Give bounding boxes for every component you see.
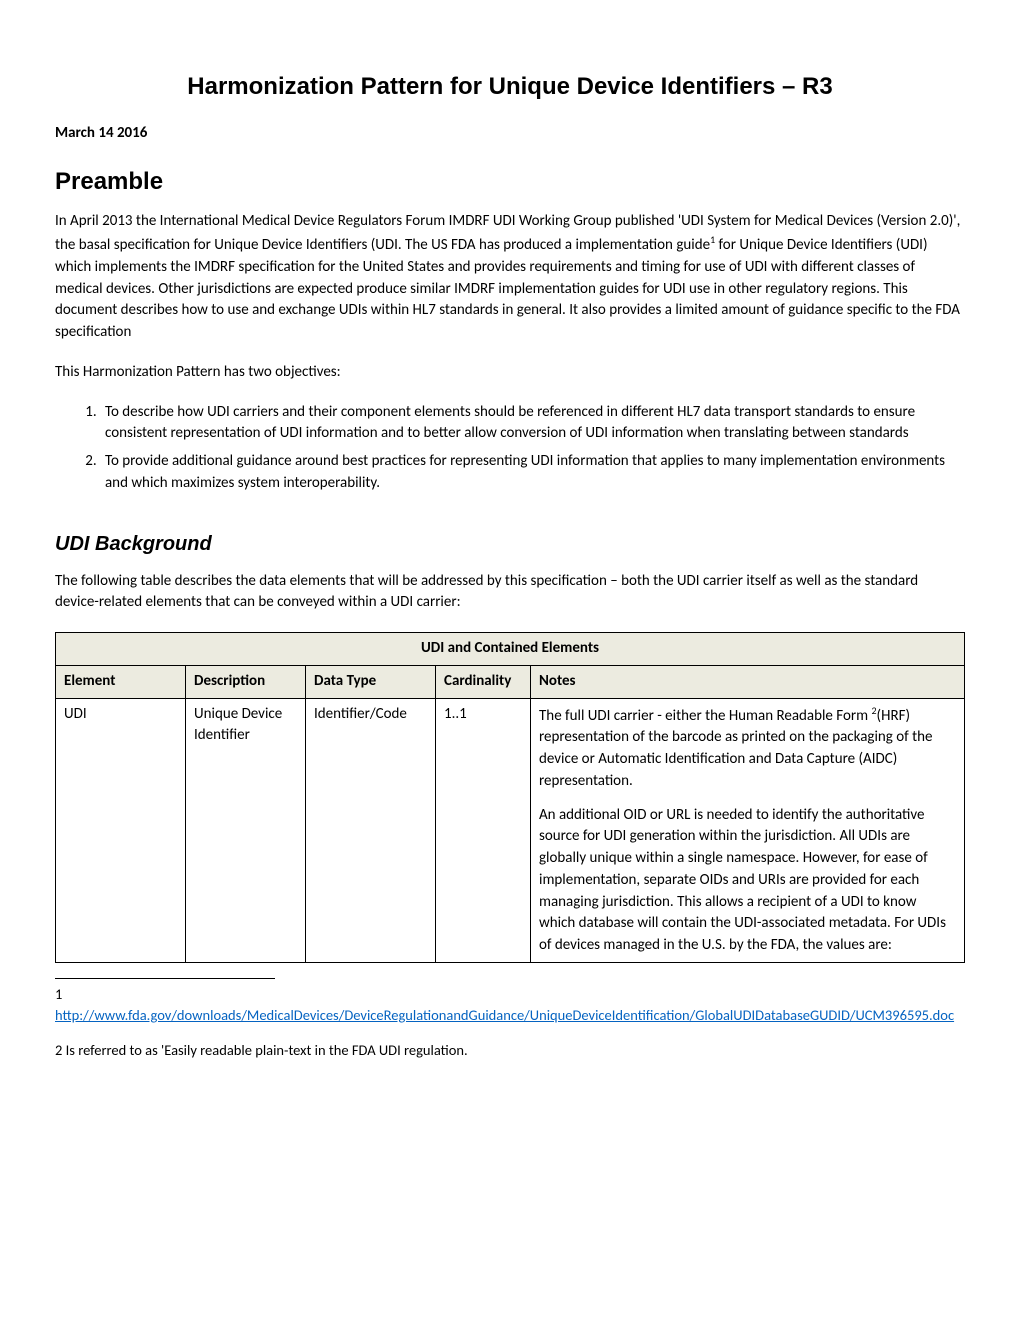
preamble-paragraph-1: In April 2013 the International Medical … xyxy=(55,211,965,344)
table-row: UDI Unique Device Identifier Identifier/… xyxy=(56,698,965,962)
footnotes-divider xyxy=(55,978,275,979)
table-title: UDI and Contained Elements xyxy=(56,633,965,666)
table-header-cardinality: Cardinality xyxy=(436,665,531,698)
table-header-description: Description xyxy=(186,665,306,698)
footnote-1: 1 http://www.fda.gov/downloads/MedicalDe… xyxy=(55,984,965,1026)
table-header-element: Element xyxy=(56,665,186,698)
notes-text-a: The full UDI carrier - either the Human … xyxy=(539,707,871,725)
objective-1: To describe how UDI carriers and their c… xyxy=(100,402,965,446)
footnote-1-link[interactable]: http://www.fda.gov/downloads/MedicalDevi… xyxy=(55,1006,954,1024)
objectives-list: To describe how UDI carriers and their c… xyxy=(100,402,965,495)
cell-description: Unique Device Identifier xyxy=(186,698,306,962)
footnote-1-number: 1 xyxy=(55,985,62,1003)
cell-notes: The full UDI carrier - either the Human … xyxy=(531,698,965,962)
cell-datatype: Identifier/Code xyxy=(306,698,436,962)
background-intro: The following table describes the data e… xyxy=(55,571,965,615)
document-title: Harmonization Pattern for Unique Device … xyxy=(55,70,965,105)
footnote-2: 2 Is referred to as 'Easily readable pla… xyxy=(55,1040,965,1061)
udi-elements-table: UDI and Contained Elements Element Descr… xyxy=(55,632,965,963)
background-heading: UDI Background xyxy=(55,530,965,559)
cell-element: UDI xyxy=(56,698,186,962)
notes-paragraph-2: An additional OID or URL is needed to id… xyxy=(539,805,956,957)
document-date: March 14 2016 xyxy=(55,123,965,145)
cell-cardinality: 1..1 xyxy=(436,698,531,962)
objective-2: To provide additional guidance around be… xyxy=(100,451,965,495)
table-header-notes: Notes xyxy=(531,665,965,698)
table-header-datatype: Data Type xyxy=(306,665,436,698)
preamble-paragraph-2: This Harmonization Pattern has two objec… xyxy=(55,362,965,384)
preamble-heading: Preamble xyxy=(55,165,965,200)
